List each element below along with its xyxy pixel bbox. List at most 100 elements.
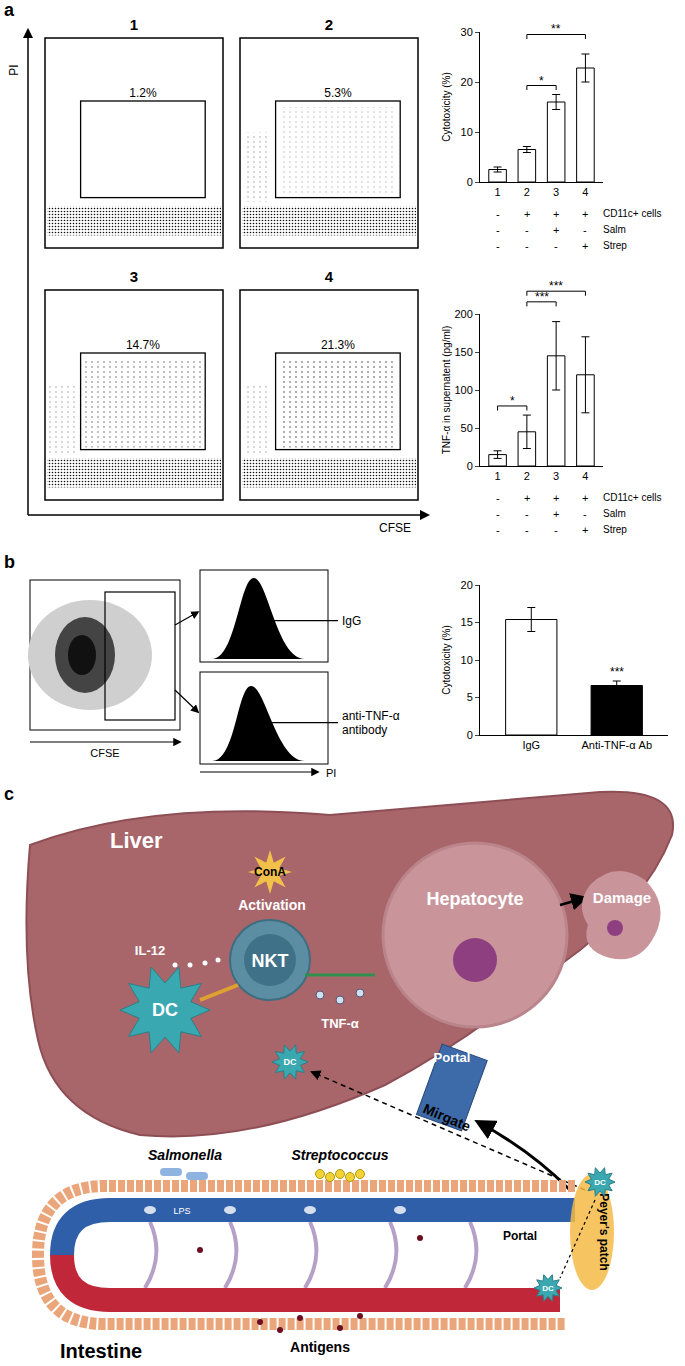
svg-text:TNF-α in supernatent (pg/ml): TNF-α in supernatent (pg/ml) (441, 326, 452, 455)
svg-text:150: 150 (454, 346, 472, 358)
svg-text:Intestine: Intestine (60, 1340, 142, 1362)
svg-text:Cytotoxicity (%): Cytotoxicity (%) (441, 625, 452, 694)
svg-text:2: 2 (524, 186, 530, 198)
svg-text:0: 0 (467, 176, 473, 188)
svg-text:-: - (583, 224, 587, 236)
svg-text:-: - (525, 524, 529, 536)
svg-text:Liver: Liver (110, 828, 163, 853)
svg-text:100: 100 (454, 384, 472, 396)
svg-text:4: 4 (582, 186, 588, 198)
svg-text:*: * (510, 394, 515, 408)
svg-text:200: 200 (454, 308, 472, 320)
svg-text:Antigens: Antigens (290, 1339, 350, 1355)
svg-text:0: 0 (467, 729, 473, 741)
svg-text:DC: DC (284, 1057, 297, 1067)
svg-text:-: - (525, 508, 529, 520)
svg-text:LPS: LPS (173, 1206, 190, 1216)
svg-text:Streptococcus: Streptococcus (291, 1147, 388, 1163)
svg-text:DC: DC (152, 1000, 178, 1020)
svg-text:+: + (524, 492, 530, 504)
svg-text:IgG: IgG (342, 614, 361, 628)
svg-text:Peyer's patch: Peyer's patch (597, 1193, 611, 1271)
svg-text:10: 10 (461, 654, 473, 666)
svg-text:30: 30 (461, 26, 473, 38)
svg-text:Strep: Strep (603, 240, 627, 251)
svg-text:-: - (496, 208, 500, 220)
svg-text:+: + (553, 508, 559, 520)
svg-text:14.7%: 14.7% (126, 338, 160, 352)
svg-text:+: + (553, 492, 559, 504)
svg-text:**: ** (551, 22, 561, 36)
svg-text:3: 3 (553, 470, 559, 482)
svg-text:-: - (496, 492, 500, 504)
svg-text:5: 5 (467, 691, 473, 703)
svg-text:Portal: Portal (434, 1050, 471, 1065)
svg-text:1: 1 (495, 470, 501, 482)
svg-text:-: - (525, 240, 529, 252)
svg-text:Cytotoxicity (%): Cytotoxicity (%) (441, 72, 452, 141)
svg-text:NKT: NKT (252, 951, 289, 971)
svg-text:15: 15 (461, 616, 473, 628)
svg-text:-: - (554, 240, 558, 252)
svg-text:b: b (4, 552, 15, 572)
svg-text:Hepatocyte: Hepatocyte (426, 889, 523, 909)
svg-text:+: + (582, 524, 588, 536)
svg-text:Salmonella: Salmonella (148, 1147, 222, 1163)
svg-text:-: - (496, 508, 500, 520)
svg-text:*: * (539, 74, 544, 88)
svg-text:Anti-TNF-α Ab: Anti-TNF-α Ab (581, 739, 652, 751)
svg-text:***: *** (610, 665, 624, 679)
svg-text:20: 20 (461, 579, 473, 591)
svg-text:2: 2 (524, 470, 530, 482)
svg-text:PI: PI (7, 64, 21, 75)
svg-text:PI: PI (326, 767, 336, 779)
svg-text:0: 0 (467, 460, 473, 472)
svg-text:+: + (553, 208, 559, 220)
svg-text:3: 3 (130, 268, 138, 285)
svg-text:CFSE: CFSE (379, 521, 411, 535)
svg-text:-: - (583, 508, 587, 520)
svg-text:DC: DC (594, 1178, 606, 1187)
svg-text:CD11c+ cells: CD11c+ cells (603, 492, 661, 503)
svg-text:50: 50 (461, 422, 473, 434)
svg-text:Strep: Strep (603, 524, 627, 535)
svg-text:***: *** (549, 279, 563, 293)
svg-text:+: + (524, 208, 530, 220)
svg-text:CFSE: CFSE (90, 747, 119, 759)
svg-text:a: a (4, 0, 15, 20)
svg-text:IL-12: IL-12 (135, 943, 165, 958)
svg-text:Mirgate: Mirgate (421, 1100, 473, 1134)
svg-text:+: + (582, 208, 588, 220)
svg-text:DC: DC (542, 1284, 554, 1293)
svg-text:4: 4 (325, 268, 334, 285)
svg-text:+: + (582, 240, 588, 252)
svg-text:***: *** (535, 290, 549, 304)
svg-text:ConA: ConA (254, 865, 286, 879)
svg-text:Activation: Activation (238, 897, 306, 913)
svg-text:21.3%: 21.3% (321, 338, 355, 352)
svg-text:IgG: IgG (522, 739, 540, 751)
svg-text:-: - (525, 224, 529, 236)
svg-text:-: - (496, 240, 500, 252)
svg-text:CD11c+ cells: CD11c+ cells (603, 208, 661, 219)
svg-text:20: 20 (461, 76, 473, 88)
svg-text:+: + (553, 224, 559, 236)
svg-text:4: 4 (582, 470, 588, 482)
svg-text:1: 1 (130, 16, 138, 33)
svg-text:Damage: Damage (593, 889, 651, 906)
svg-text:-: - (496, 524, 500, 536)
svg-text:TNF-α: TNF-α (321, 1016, 359, 1031)
svg-text:1.2%: 1.2% (129, 86, 157, 100)
svg-text:1: 1 (495, 186, 501, 198)
svg-text:-: - (554, 524, 558, 536)
svg-text:2: 2 (325, 16, 333, 33)
svg-text:Salm: Salm (603, 508, 626, 519)
svg-text:Salm: Salm (603, 224, 626, 235)
svg-text:-: - (496, 224, 500, 236)
svg-text:5.3%: 5.3% (324, 86, 352, 100)
svg-text:3: 3 (553, 186, 559, 198)
svg-text:+: + (582, 492, 588, 504)
svg-text:anti-TNF-αantibody: anti-TNF-αantibody (342, 709, 400, 737)
svg-text:Portal: Portal (503, 1229, 537, 1243)
svg-text:c: c (4, 784, 14, 804)
